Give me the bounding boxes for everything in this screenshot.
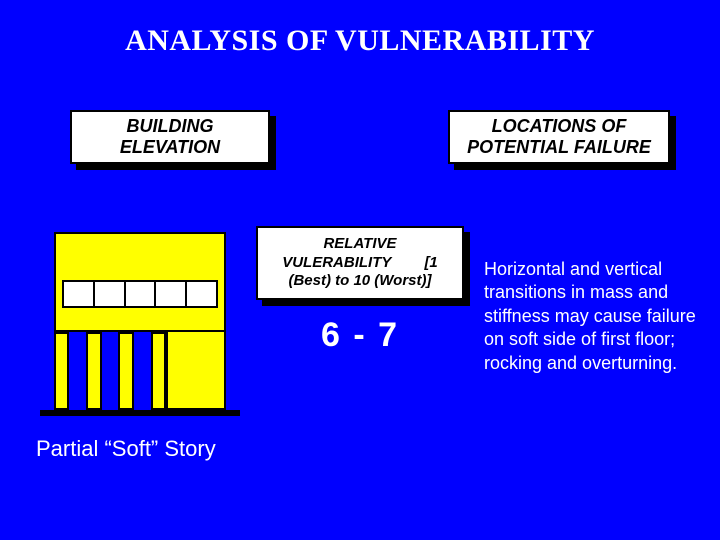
ground-floor — [54, 332, 226, 410]
box-label: LOCATIONS OF POTENTIAL FAILURE — [458, 116, 660, 158]
building-elevation-figure — [40, 232, 240, 416]
pillar — [86, 332, 101, 410]
failure-description: Horizontal and vertical transitions in m… — [484, 258, 700, 375]
text-line: RELATIVE — [323, 235, 396, 252]
pillar — [54, 332, 69, 410]
open-bay — [69, 332, 86, 410]
pillar — [118, 332, 133, 410]
window — [187, 282, 216, 306]
solid-wall — [166, 332, 226, 410]
window-band — [62, 280, 218, 308]
pillar — [151, 332, 166, 410]
box-label: BUILDING ELEVATION — [80, 116, 260, 158]
vulnerability-score: 6 - 7 — [256, 316, 464, 355]
window — [126, 282, 157, 306]
window — [156, 282, 187, 306]
box-locations-failure: LOCATIONS OF POTENTIAL FAILURE — [448, 110, 670, 164]
box-building-elevation: BUILDING ELEVATION — [70, 110, 270, 164]
grade-line — [40, 410, 240, 416]
text-line: (Best) to 10 (Worst)] — [288, 272, 431, 289]
building-upper-mass — [54, 232, 226, 332]
box-relative-vulnerability: RELATIVE VULERABILITY [1 (Best) to 10 (W… — [256, 226, 464, 300]
open-bay — [102, 332, 119, 410]
box-label: RELATIVE VULERABILITY [1 (Best) to 10 (W… — [282, 235, 438, 291]
window — [64, 282, 95, 306]
text-line: VULERABILITY [1 — [282, 254, 438, 271]
slide-title: ANALYSIS OF VULNERABILITY — [0, 24, 720, 58]
soft-story-columns — [54, 332, 166, 410]
open-bay — [134, 332, 151, 410]
elevation-caption: Partial “Soft” Story — [36, 436, 276, 462]
window — [95, 282, 126, 306]
